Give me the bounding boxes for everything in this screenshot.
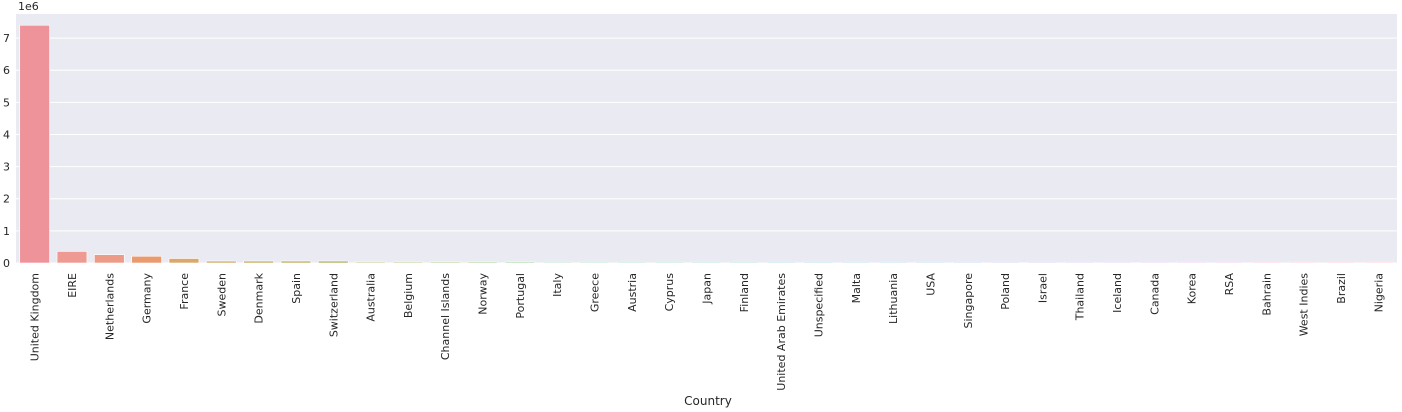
x-tick-labels: United Kingdom EIRE Netherlands Germany Fran… (29, 272, 1386, 390)
bar (653, 261, 685, 264)
x-tick-label: Italy (551, 273, 564, 297)
x-tick-label: Germany (141, 273, 154, 324)
bar (280, 260, 312, 264)
x-tick-label: United Arab Emirates (775, 273, 788, 391)
x-tick-label: Unspecified (812, 273, 825, 337)
x-tick-label: Brazil (1335, 273, 1348, 304)
bar (952, 261, 983, 264)
bar (206, 260, 237, 264)
bar (1027, 261, 1058, 264)
x-tick-label: Israel (1036, 273, 1049, 303)
bar (1325, 261, 1357, 264)
bar (318, 260, 349, 264)
y-offset-label: 1e6 (18, 0, 39, 13)
x-tick-label: Poland (999, 273, 1012, 310)
x-tick-label: Spain (290, 273, 303, 304)
x-tick-label: Netherlands (103, 273, 116, 340)
x-tick-label: Thailand (1074, 273, 1087, 321)
bar (355, 261, 386, 264)
bar (840, 261, 872, 264)
x-tick-label: Australia (365, 273, 378, 322)
bar (877, 261, 909, 264)
bar (915, 261, 946, 264)
x-axis-title: Country (684, 394, 732, 408)
x-tick-label: RSA (1223, 273, 1236, 296)
bar (429, 261, 461, 264)
y-tick-label: 7 (3, 32, 10, 45)
bar (1064, 261, 1095, 264)
bars (19, 24, 1394, 264)
bar (541, 261, 573, 264)
x-tick-label: Austria (626, 273, 639, 312)
x-tick-label: Canada (1148, 273, 1161, 315)
x-tick-label: Lithuania (887, 273, 900, 324)
x-tick-label: Norway (477, 273, 490, 315)
x-tick-label: USA (924, 273, 937, 296)
x-tick-label: Japan (701, 273, 714, 305)
y-tick-label: 4 (3, 128, 10, 141)
y-tick-label: 2 (3, 193, 10, 206)
x-tick-label: EIRE (66, 273, 79, 298)
x-tick-label: Greece (589, 273, 602, 312)
bar (765, 261, 797, 264)
x-tick-label: Korea (1186, 273, 1199, 304)
x-tick-label: Denmark (253, 272, 266, 323)
bar (1213, 261, 1245, 264)
bar (579, 261, 610, 264)
bar (1139, 261, 1170, 264)
bar (728, 261, 760, 264)
x-tick-label: Bahrain (1260, 273, 1273, 316)
bar (1251, 261, 1282, 264)
bar (1101, 261, 1133, 264)
bar (691, 261, 722, 264)
x-tick-label: Channel Islands (439, 273, 452, 360)
bar (1176, 261, 1207, 264)
bar (467, 261, 498, 264)
bar (803, 261, 834, 264)
x-tick-label: Iceland (1111, 273, 1124, 313)
x-tick-label: France (178, 273, 191, 310)
x-tick-label: Belgium (402, 273, 415, 318)
y-tick-labels: 0 1 2 3 4 5 6 7 (3, 32, 10, 270)
y-tick-label: 3 (3, 161, 10, 174)
bar (94, 254, 125, 264)
x-tick-label: Switzerland (327, 273, 340, 337)
x-tick-label: Singapore (962, 273, 975, 329)
x-tick-label: West Indies (1298, 273, 1311, 337)
bar (504, 261, 536, 264)
x-tick-label: Sweden (215, 273, 228, 316)
bar (168, 258, 200, 264)
x-tick-label: Finland (738, 273, 751, 312)
bar (19, 24, 50, 264)
bar (616, 261, 648, 264)
bar (392, 261, 424, 264)
x-tick-label: Portugal (514, 273, 527, 319)
x-tick-label: Malta (850, 273, 863, 303)
bar (1363, 261, 1394, 264)
x-tick-label: Nigeria (1372, 273, 1385, 312)
bar (1288, 261, 1319, 264)
y-tick-label: 1 (3, 225, 10, 238)
y-tick-label: 6 (3, 64, 10, 77)
y-tick-label: 5 (3, 96, 10, 109)
bar (243, 260, 274, 264)
y-tick-label: 0 (3, 257, 10, 270)
plot-background (16, 14, 1397, 263)
bar (131, 255, 162, 264)
x-tick-label: Cyprus (663, 273, 676, 312)
grid-lines (16, 37, 1397, 264)
bar (989, 261, 1021, 264)
x-tick-label: United Kingdom (29, 273, 42, 361)
bar (56, 251, 88, 264)
